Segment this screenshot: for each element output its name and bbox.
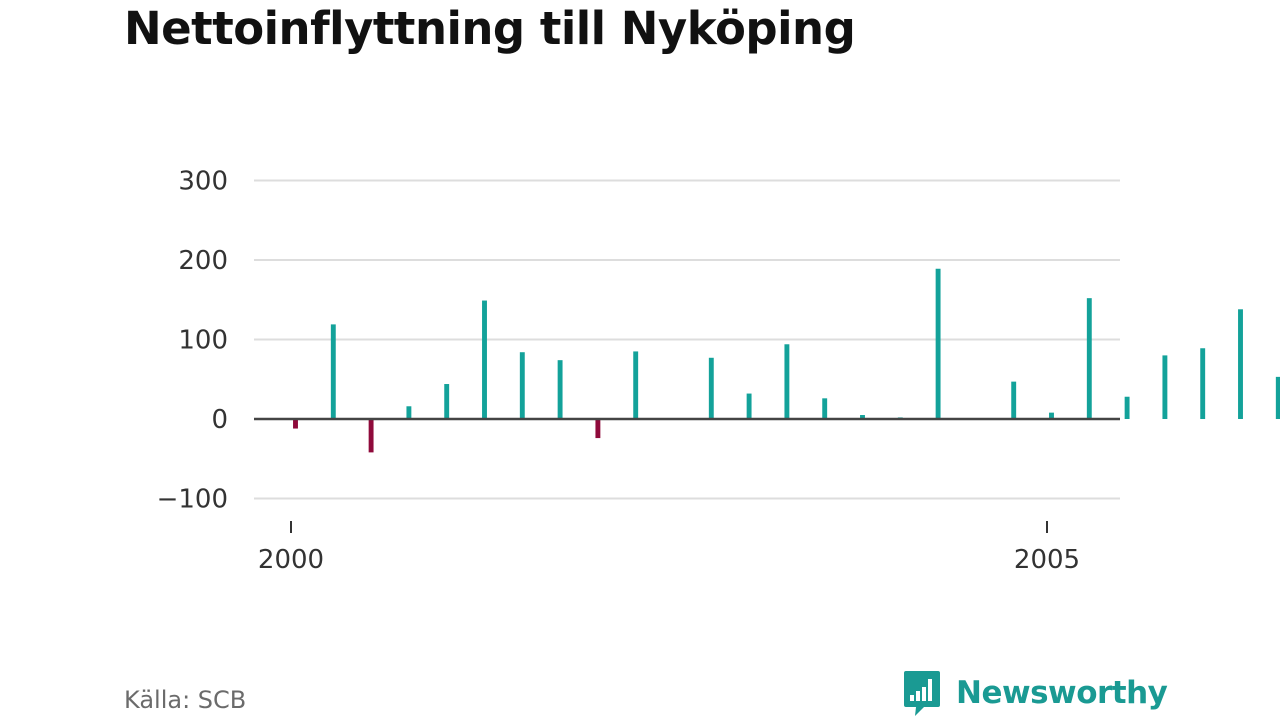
bar bbox=[784, 344, 790, 419]
y-tick-label: −100 bbox=[157, 485, 228, 515]
grid-lines bbox=[254, 179, 1120, 500]
bar bbox=[406, 406, 412, 419]
bar bbox=[330, 324, 336, 419]
bar bbox=[595, 419, 601, 439]
axes: −1000100200300200020052010201520202025 bbox=[157, 167, 1120, 575]
bar bbox=[557, 360, 563, 419]
bar bbox=[1011, 381, 1017, 419]
bar bbox=[482, 300, 487, 419]
newsworthy-brand[interactable]: Newsworthy bbox=[902, 668, 1168, 718]
bar bbox=[935, 268, 941, 419]
y-tick-label: 100 bbox=[178, 326, 228, 356]
bar bbox=[1200, 348, 1206, 420]
x-tick-label: 2000 bbox=[258, 545, 324, 575]
bar bbox=[1275, 376, 1280, 420]
bar bbox=[708, 357, 714, 419]
x-tick-label: 2005 bbox=[1014, 545, 1080, 575]
bar bbox=[1049, 412, 1054, 419]
bar bbox=[822, 398, 828, 419]
bar bbox=[1162, 355, 1168, 419]
bar bbox=[1238, 309, 1243, 419]
bar bbox=[746, 393, 752, 419]
bars bbox=[293, 268, 1280, 453]
bar bbox=[860, 415, 865, 419]
y-tick-label: 300 bbox=[178, 167, 228, 197]
bar bbox=[519, 352, 525, 419]
bar bbox=[293, 419, 298, 429]
bar bbox=[444, 384, 450, 419]
bar bbox=[1124, 396, 1130, 419]
y-tick-label: 0 bbox=[211, 405, 228, 435]
y-tick-label: 200 bbox=[178, 246, 228, 276]
bar bbox=[368, 419, 374, 453]
chart-title: Nettoinflyttning till Nyköping bbox=[124, 2, 856, 55]
brand-name: Newsworthy bbox=[956, 675, 1168, 711]
newsworthy-logo-icon bbox=[904, 671, 940, 716]
bar bbox=[1086, 298, 1092, 419]
bar bbox=[633, 351, 639, 420]
source-note: Källa: SCB bbox=[124, 686, 247, 714]
